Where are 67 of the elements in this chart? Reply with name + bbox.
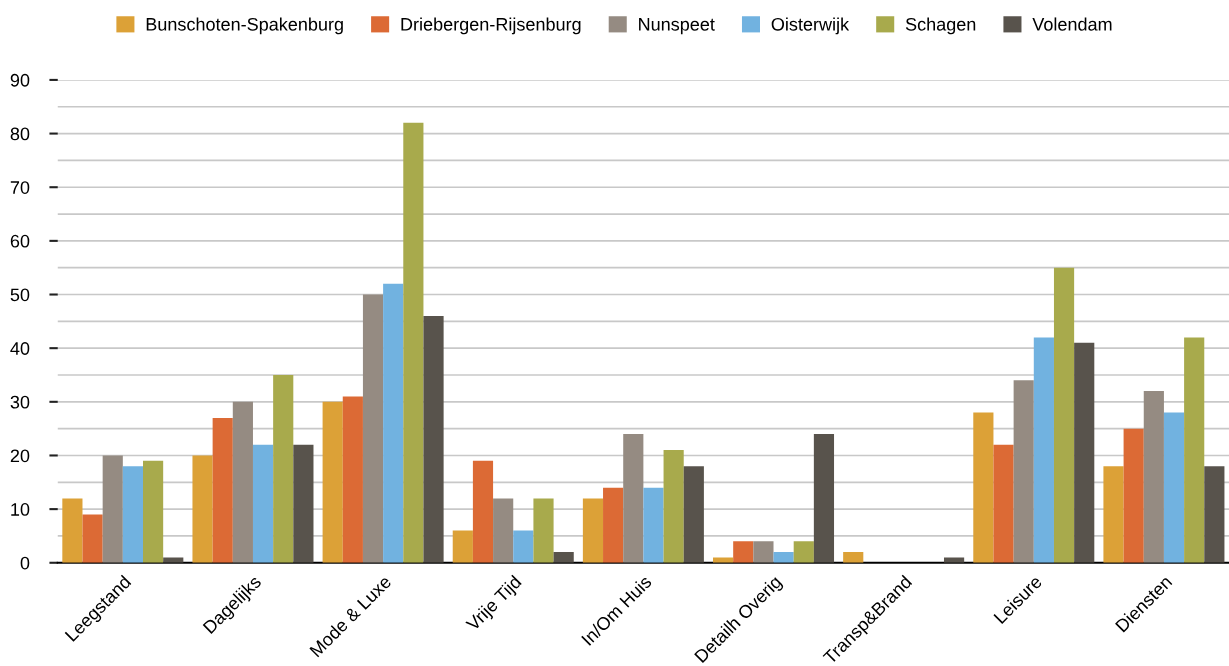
bar (582, 498, 604, 563)
bar (1053, 267, 1075, 563)
bar (62, 498, 83, 563)
bar (813, 434, 835, 563)
bar (1163, 412, 1185, 563)
y-tick-label: 20 (10, 449, 30, 463)
bar (843, 552, 864, 563)
x-tick-label: Vrije Tijd (464, 574, 525, 635)
y-tick-label: 40 (10, 342, 30, 355)
bar (973, 412, 994, 563)
y-tick-label: 90 (10, 73, 30, 87)
bar (713, 557, 734, 563)
legend-label: Volendam (1032, 17, 1112, 31)
legend-label: Driebergen-Rijsenburg (401, 17, 581, 35)
bar (82, 514, 103, 563)
bar (452, 530, 473, 563)
bar (733, 541, 754, 563)
bar (342, 396, 363, 563)
bar (403, 122, 424, 563)
bar (753, 541, 774, 563)
bar (102, 455, 123, 563)
bar (1074, 342, 1095, 563)
bar (553, 552, 574, 563)
bar (1013, 380, 1034, 563)
y-tick-label: 60 (10, 234, 30, 248)
bar (192, 455, 213, 563)
legend-label: Oisterwijk (771, 17, 850, 35)
bar (603, 487, 624, 563)
bar (623, 434, 644, 563)
bar (472, 460, 494, 563)
y-tick-label: 70 (10, 181, 30, 194)
y-tick-label: 30 (10, 395, 30, 409)
bar (1184, 337, 1205, 563)
y-tick-label: 10 (11, 503, 30, 516)
bar (273, 375, 294, 563)
bar (643, 487, 664, 563)
bar (212, 417, 233, 563)
bar (493, 498, 514, 563)
bar (322, 401, 343, 563)
legend-label: Nunspeet (639, 18, 715, 35)
bar (773, 552, 794, 563)
bar (383, 283, 404, 563)
y-tick-label: 80 (10, 127, 30, 141)
bar (1204, 466, 1225, 563)
legend-label: Bunschoten-Spakenburg (146, 17, 343, 35)
bar (944, 557, 965, 563)
bar (163, 557, 184, 563)
bar (122, 466, 143, 563)
bar (683, 466, 704, 563)
bar (423, 315, 444, 563)
y-tick-label: 50 (10, 288, 30, 302)
bar (793, 541, 814, 563)
bar (513, 530, 534, 563)
bar (1033, 337, 1054, 563)
bar (1103, 466, 1124, 563)
bar (293, 444, 314, 563)
bar (232, 401, 253, 563)
bar (143, 460, 164, 563)
bar (533, 498, 554, 563)
y-tick-label: 0 (20, 556, 30, 570)
legend-label: Schagen (905, 17, 976, 35)
bar (1123, 428, 1144, 563)
bar (1143, 391, 1164, 563)
bar (663, 450, 684, 563)
bar (993, 444, 1014, 563)
bar (362, 294, 384, 563)
bar (252, 444, 274, 563)
